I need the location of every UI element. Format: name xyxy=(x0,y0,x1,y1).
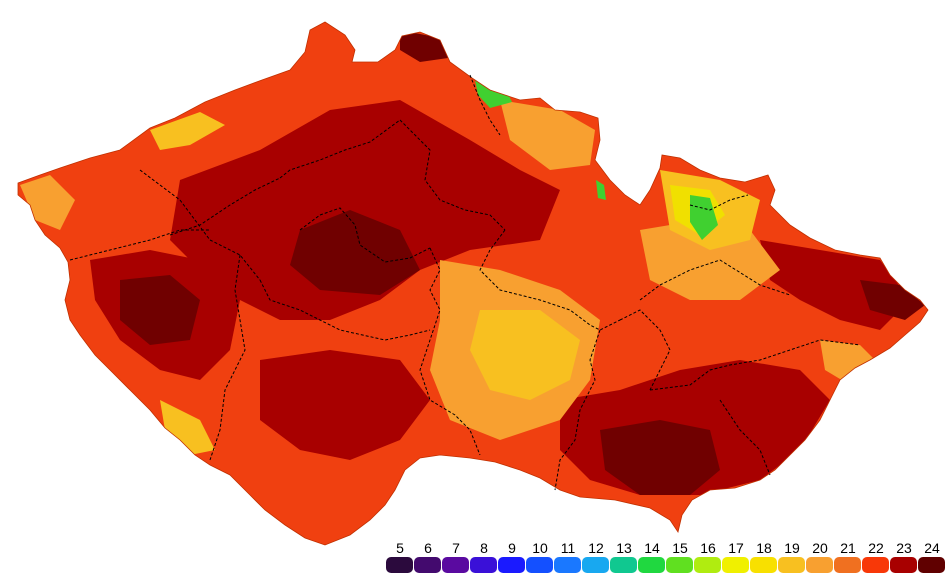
legend-item: 23 xyxy=(890,540,918,576)
legend-item: 5 xyxy=(386,540,414,576)
temperature-region xyxy=(260,350,430,460)
legend-label: 19 xyxy=(784,540,800,556)
region-border xyxy=(719,399,771,476)
legend-swatch xyxy=(610,557,637,573)
legend-swatch xyxy=(834,557,861,573)
legend-swatch xyxy=(918,557,945,573)
legend-item: 7 xyxy=(442,540,470,576)
region-border xyxy=(299,207,431,263)
legend-label: 20 xyxy=(812,540,828,556)
temperature-region xyxy=(600,420,720,495)
region-borders xyxy=(69,74,861,491)
temperature-region xyxy=(290,210,420,295)
legend-label: 22 xyxy=(868,540,884,556)
legend-swatch xyxy=(862,557,889,573)
legend-label: 23 xyxy=(896,540,912,556)
legend-label: 12 xyxy=(588,540,604,556)
legend-swatch xyxy=(806,557,833,573)
region-border xyxy=(479,229,621,331)
legend-label: 8 xyxy=(480,540,488,556)
legend-label: 17 xyxy=(728,540,744,556)
legend-swatch xyxy=(750,557,777,573)
temperature-region xyxy=(170,100,560,320)
legend-item: 13 xyxy=(610,540,638,576)
legend-item: 15 xyxy=(666,540,694,576)
legend-label: 14 xyxy=(644,540,660,556)
legend-label: 5 xyxy=(396,540,404,556)
legend-label: 16 xyxy=(700,540,716,556)
temperature-fields xyxy=(20,30,925,495)
legend-swatch xyxy=(442,557,469,573)
legend-item: 10 xyxy=(526,540,554,576)
temperature-legend: 5 6 7 8 9 10 11 12 13 14 15 16 17 18 19 20 21 22 23 24 xyxy=(386,540,946,576)
temperature-region xyxy=(596,180,606,200)
region-border xyxy=(554,329,601,491)
legend-label: 13 xyxy=(616,540,632,556)
legend-swatch xyxy=(582,557,609,573)
region-border xyxy=(619,309,671,391)
legend-label: 15 xyxy=(672,540,688,556)
legend-item: 14 xyxy=(638,540,666,576)
legend-label: 10 xyxy=(532,540,548,556)
legend-swatch xyxy=(694,557,721,573)
legend-label: 18 xyxy=(756,540,772,556)
legend-swatch xyxy=(554,557,581,573)
legend-item: 24 xyxy=(918,540,946,576)
temperature-region xyxy=(160,400,215,455)
temperature-region xyxy=(500,100,595,170)
region-border xyxy=(649,339,861,391)
legend-swatch xyxy=(666,557,693,573)
legend-item: 12 xyxy=(582,540,610,576)
legend-label: 9 xyxy=(508,540,516,556)
legend-item: 20 xyxy=(806,540,834,576)
region-border xyxy=(279,119,401,179)
legend-item: 21 xyxy=(834,540,862,576)
legend-item: 8 xyxy=(470,540,498,576)
legend-swatch xyxy=(386,557,413,573)
legend-label: 7 xyxy=(452,540,460,556)
legend-swatch xyxy=(414,557,441,573)
legend-item: 22 xyxy=(862,540,890,576)
legend-swatch xyxy=(778,557,805,573)
legend-item: 9 xyxy=(498,540,526,576)
region-border xyxy=(169,177,281,236)
region-border xyxy=(419,247,481,456)
legend-item: 18 xyxy=(750,540,778,576)
temperature-region xyxy=(120,275,200,345)
temperature-region xyxy=(150,112,225,150)
legend-swatch xyxy=(470,557,497,573)
legend-item: 19 xyxy=(778,540,806,576)
legend-label: 21 xyxy=(840,540,856,556)
legend-item: 16 xyxy=(694,540,722,576)
legend-item: 11 xyxy=(554,540,582,576)
legend-swatch xyxy=(526,557,553,573)
legend-swatch xyxy=(722,557,749,573)
legend-label: 24 xyxy=(924,540,940,556)
region-border xyxy=(209,254,246,461)
temperature-region xyxy=(470,310,580,400)
region-border xyxy=(69,229,210,261)
legend-swatch xyxy=(498,557,525,573)
legend-label: 6 xyxy=(424,540,432,556)
legend-item: 17 xyxy=(722,540,750,576)
region-border xyxy=(139,169,261,281)
region-border xyxy=(689,194,749,211)
region-border xyxy=(259,279,431,341)
region-border xyxy=(399,119,506,231)
legend-swatch xyxy=(638,557,665,573)
region-border xyxy=(639,259,791,301)
legend-item: 6 xyxy=(414,540,442,576)
legend-swatch xyxy=(890,557,917,573)
temperature-region xyxy=(860,280,925,320)
temperature-region xyxy=(475,80,512,108)
legend-label: 11 xyxy=(560,540,576,556)
